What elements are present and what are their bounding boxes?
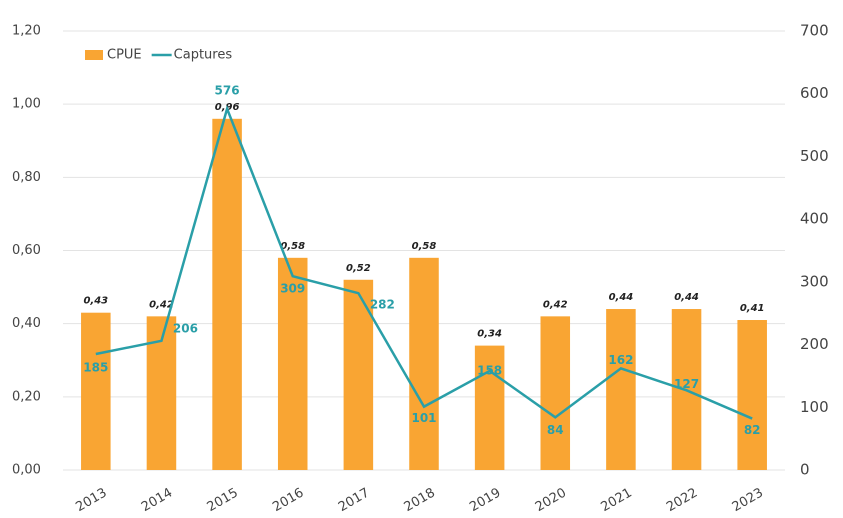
y-tick-label: 0,80 [12,170,41,185]
y-tick-label: 1,00 [12,97,41,112]
x-tick-label: 2014 [139,486,175,516]
bar [409,257,439,470]
x-tick-label: 2023 [730,486,766,516]
line-value-label: 84 [547,423,564,437]
x-tick-label: 2020 [533,486,569,516]
bar-value-label: 0,58 [280,241,305,252]
line-value-label: 158 [477,363,502,377]
bar-value-label: 0,44 [609,292,634,303]
y2-tick-label: 700 [800,22,829,40]
x-tick-label: 2013 [73,486,109,516]
bar-value-label: 0,58 [412,241,437,252]
line [95,104,753,420]
line-value-label: 101 [411,411,436,425]
bar-value-label: 0,42 [543,299,568,310]
x-tick-label: 2021 [598,486,634,516]
y-tick-label: 0,00 [12,463,41,478]
line-value-label: 127 [674,377,699,391]
y2-tick-label: 200 [800,335,829,353]
bar-value-label: 0,42 [149,299,174,310]
bar-value-label: 0,34 [477,329,502,340]
line-value-label: 282 [370,298,395,312]
y2-tick-label: 600 [800,84,829,102]
y2-tick-label: 500 [800,147,829,165]
bar-value-label: 0,41 [740,303,765,314]
bar [606,309,636,470]
bar [540,316,571,470]
y2-tick-label: 400 [800,210,829,228]
line-value-label: 309 [280,282,305,296]
line-value-label: 185 [83,360,108,374]
x-tick-label: 2018 [402,486,438,516]
y-tick-label: 0,20 [12,389,41,404]
bar [277,257,308,470]
x-tick-label: 2015 [205,486,241,516]
y-tick-label: 1,20 [12,24,41,39]
bar [81,312,111,470]
bar [737,320,767,470]
bar-value-label: 0,44 [674,292,699,303]
y2-tick-label: 100 [800,398,829,416]
line-value-label: 82 [744,423,761,437]
legend-swatch [85,50,103,60]
bar [343,279,374,470]
bar-value-label: 0,43 [83,296,108,307]
legend-label: Captures [174,48,233,63]
x-tick-label: 2019 [467,486,503,516]
bar [212,118,242,471]
line-value-label: 576 [215,83,240,97]
legend-label: CPUE [107,48,142,63]
y-tick-label: 0,40 [12,316,41,331]
x-tick-label: 2016 [270,486,306,516]
bar [474,345,505,470]
bar-value-label: 0,52 [346,263,371,274]
line-value-label: 206 [173,321,198,335]
y2-tick-label: 300 [800,272,829,290]
line-value-label: 162 [608,353,633,367]
x-tick-label: 2022 [664,486,700,516]
x-tick-label: 2017 [336,486,372,516]
y-tick-label: 0,60 [12,243,41,258]
y2-tick-label: 0 [800,461,810,479]
